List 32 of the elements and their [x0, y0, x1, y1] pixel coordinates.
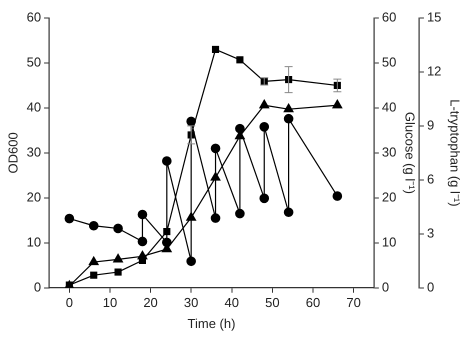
x-tick-label: 70: [346, 295, 361, 310]
y3-tick-label: 6: [426, 171, 434, 186]
y3-tick-label: 0: [426, 279, 434, 294]
y3-tick-label: 12: [426, 64, 442, 79]
x-tick-label: 40: [224, 295, 240, 310]
y-tick-label: 40: [26, 100, 42, 115]
y2-tick-label: 30: [382, 144, 396, 160]
y-tick-label: 30: [26, 144, 42, 160]
x-tick-label: 50: [265, 295, 280, 310]
x-tick-label: 10: [102, 295, 118, 310]
y2-tick-label: 60: [382, 10, 396, 25]
y-tick-label: 10: [26, 234, 42, 250]
y2-tick-label: 20: [382, 189, 396, 204]
x-tick-label: 60: [306, 295, 320, 310]
y-axis-title: OD600: [5, 132, 20, 174]
y-tick-label: 20: [26, 189, 42, 204]
x-axis-title: Time (h): [188, 316, 236, 331]
y-tick-label: 60: [26, 10, 42, 25]
y3-axis-title: L-tryptophan (g l⁻¹): [448, 99, 463, 207]
y2-tick-label: 40: [382, 100, 396, 115]
y2-tick-label: 50: [382, 54, 396, 70]
y2-axis-title: Glucose (g l⁻¹): [402, 112, 418, 194]
x-tick-label: 20: [143, 295, 158, 310]
x-tick-label: 0: [66, 295, 73, 310]
y-tick-label: 50: [26, 54, 42, 70]
y3-tick-label: 9: [426, 118, 434, 132]
x-tick-label: 30: [184, 295, 198, 310]
y-tick-label: 0: [34, 279, 42, 294]
y2-tick-label: 10: [382, 234, 396, 250]
y3-tick-label: 3: [426, 225, 434, 240]
y2-tick-label: 0: [382, 279, 390, 294]
y3-tick-label: 15: [426, 10, 442, 25]
